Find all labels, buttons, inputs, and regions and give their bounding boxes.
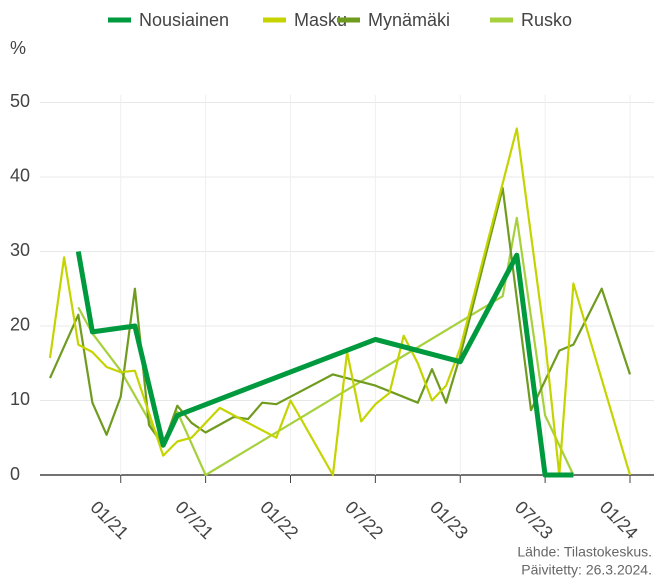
legend-item: Nousiainen	[108, 10, 229, 30]
x-tick-label: 07/22	[341, 497, 387, 543]
legend-label: Mynämäki	[368, 10, 450, 30]
legend-item: Masku	[263, 10, 347, 30]
series-line	[77, 216, 575, 477]
y-tick-label: 0	[10, 464, 20, 484]
series-line	[48, 187, 632, 447]
series-line	[48, 127, 632, 477]
x-tick-label: 07/23	[511, 497, 557, 543]
x-tick-label: 01/22	[256, 497, 302, 543]
y-tick-label: 40	[10, 166, 30, 186]
legend-item: Rusko	[490, 10, 572, 30]
legend-label: Masku	[294, 10, 347, 30]
y-tick-label: 50	[10, 91, 30, 111]
y-tick-label: 30	[10, 240, 30, 260]
x-tick-label: 01/23	[426, 497, 472, 543]
legend-label: Rusko	[521, 10, 572, 30]
y-unit: %	[10, 38, 26, 58]
series-line	[75, 251, 574, 478]
legend-item: Mynämäki	[337, 10, 450, 30]
updated: Päivitetty: 26.3.2024.	[521, 562, 652, 578]
x-tick-label: 01/21	[87, 497, 133, 543]
x-tick-label: 07/21	[171, 497, 217, 543]
legend-label: Nousiainen	[139, 10, 229, 30]
source: Lähde: Tilastokeskus.	[517, 544, 652, 560]
x-tick-label: 01/24	[596, 497, 642, 543]
y-tick-label: 20	[10, 315, 30, 335]
y-tick-label: 10	[10, 389, 30, 409]
